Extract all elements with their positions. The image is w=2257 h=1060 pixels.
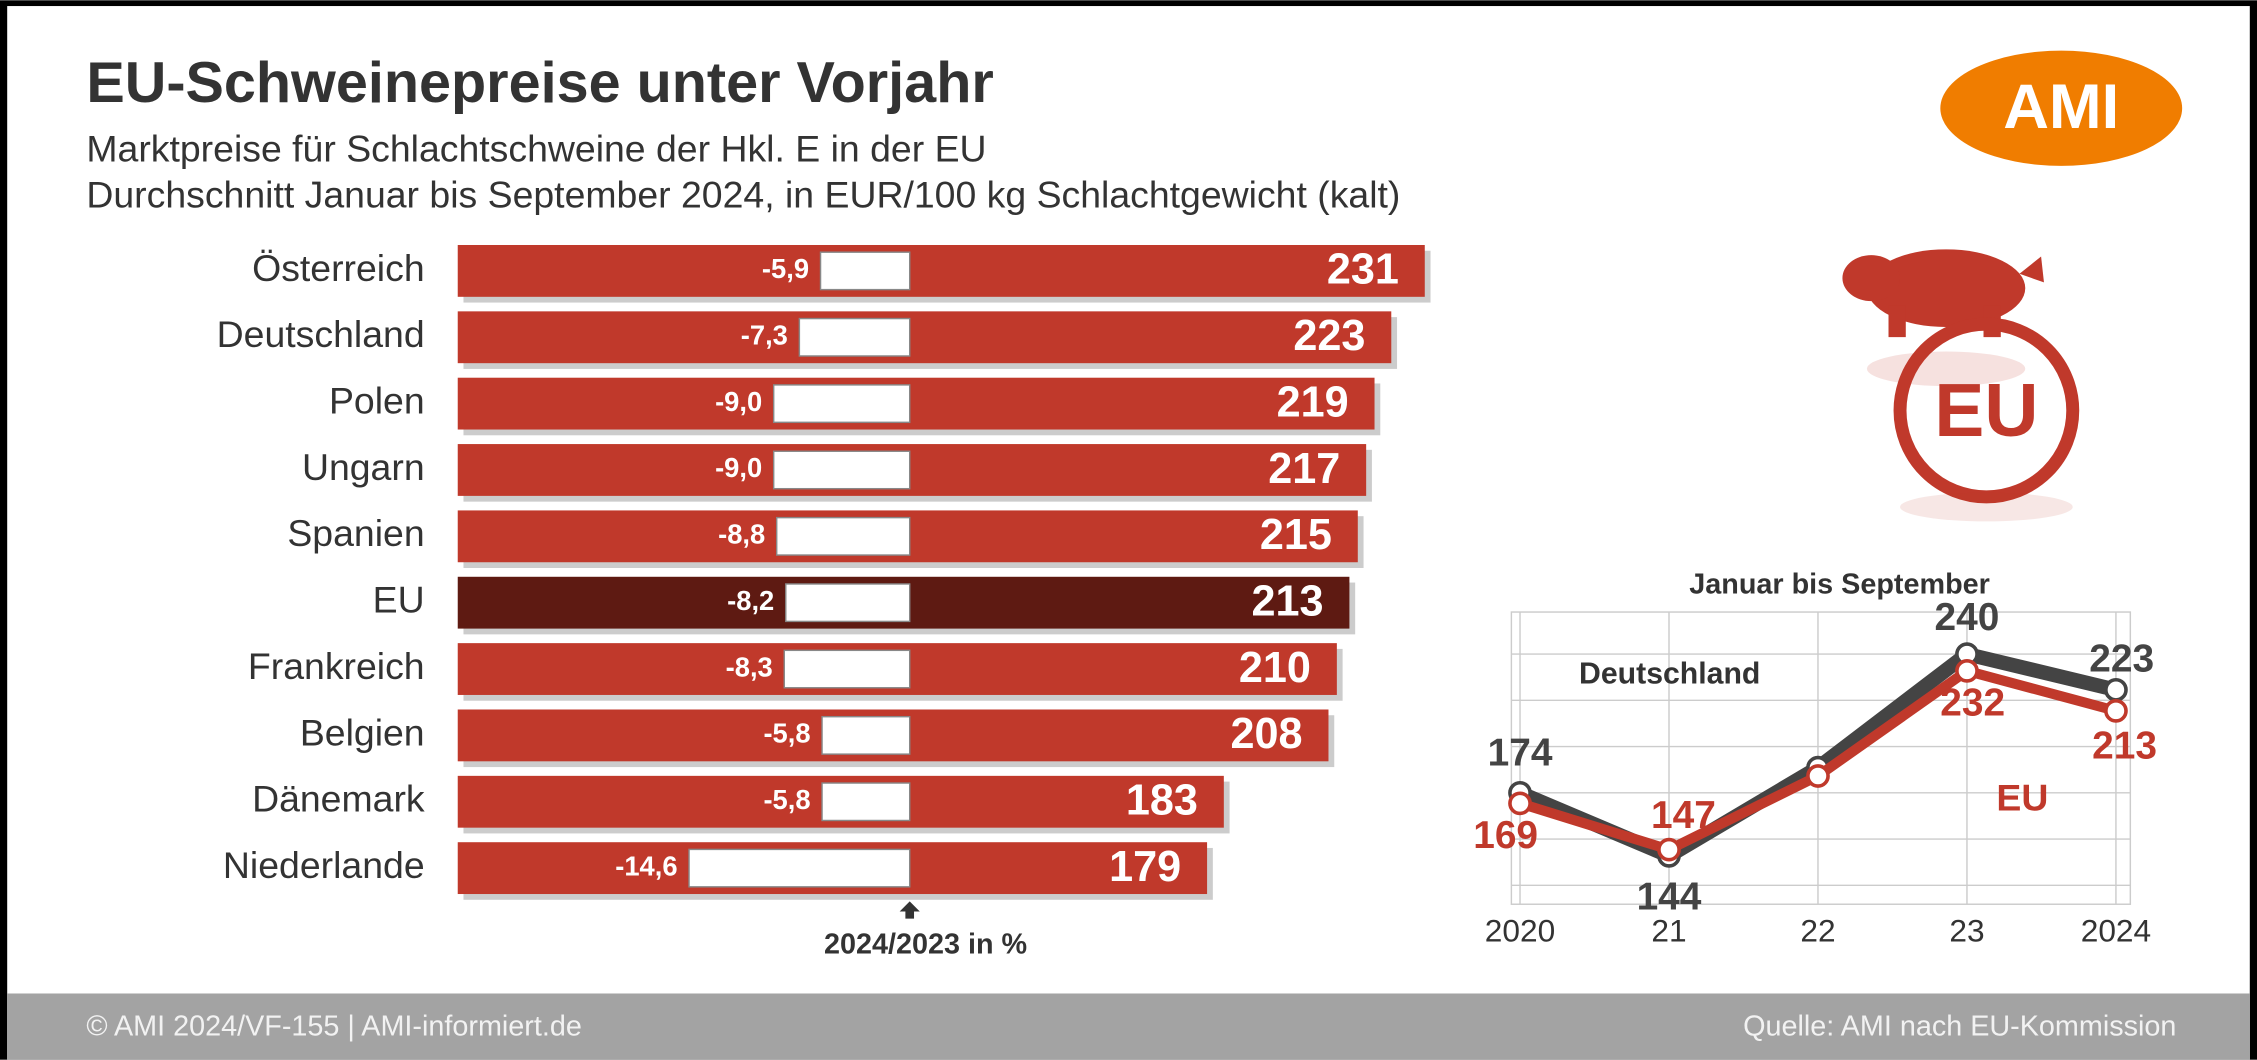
x-tick-label: 23 xyxy=(1949,912,1984,948)
data-label: 144 xyxy=(1637,875,1702,918)
footer-left: © AMI 2024/VF-155 | AMI-informiert.de xyxy=(86,1011,582,1043)
change-label: -7,3 xyxy=(741,319,788,350)
value-label: 231 xyxy=(1327,246,1399,294)
badge: EU xyxy=(1934,368,2038,452)
series-label: Deutschland xyxy=(1579,657,1760,690)
change-label: -8,8 xyxy=(718,519,765,550)
category-label: Dänemark xyxy=(252,778,425,820)
subtitle: Durchschnitt Januar bis September 2024, … xyxy=(86,173,1400,215)
x-tick-label: 2024 xyxy=(2081,912,2151,948)
change-bar xyxy=(777,518,910,555)
value-label: 183 xyxy=(1126,777,1198,825)
change-bar xyxy=(786,584,910,621)
change-bar xyxy=(774,451,910,488)
bar xyxy=(458,444,1366,496)
change-bar xyxy=(689,849,910,886)
point xyxy=(1659,840,1679,860)
footer-right: Quelle: AMI nach EU-Kommission xyxy=(1743,1011,2176,1043)
change-caption: 2024/2023 in % xyxy=(824,929,1027,961)
change-label: -5,8 xyxy=(763,718,810,749)
series-label: EU xyxy=(1996,777,2048,819)
data-label: 147 xyxy=(1651,794,1716,837)
bar xyxy=(458,378,1375,430)
category-label: Belgien xyxy=(300,711,425,753)
point xyxy=(1957,661,1977,681)
x-tick-label: 2020 xyxy=(1485,912,1555,948)
value-label: 219 xyxy=(1277,378,1349,426)
point xyxy=(1808,766,1828,786)
change-label: -9,0 xyxy=(715,386,762,417)
point xyxy=(1510,793,1530,813)
change-label: -5,9 xyxy=(762,253,809,284)
change-label: -8,2 xyxy=(727,585,774,616)
data-label: 232 xyxy=(1940,682,2005,725)
category-label: EU xyxy=(373,579,425,621)
data-label: 240 xyxy=(1935,596,2000,639)
category-label: Deutschland xyxy=(217,313,425,355)
change-bar xyxy=(822,783,910,820)
category-label: Frankreich xyxy=(248,645,425,687)
value-label: 213 xyxy=(1251,578,1323,626)
category-label: Spanien xyxy=(287,512,424,554)
infographic: © AMI 2024/VF-155 | AMI-informiert.de Qu… xyxy=(0,0,2257,1060)
category-label: Ungarn xyxy=(302,446,425,488)
category-label: Niederlande xyxy=(223,844,425,886)
category-label: Österreich xyxy=(252,247,425,289)
data-label: 223 xyxy=(2089,637,2154,680)
value-label: 223 xyxy=(1293,312,1365,360)
value-label: 217 xyxy=(1268,445,1340,493)
data-label: 213 xyxy=(2092,725,2157,768)
category-label: Polen xyxy=(329,380,425,422)
bar xyxy=(458,311,1392,363)
value-label: 179 xyxy=(1109,843,1181,891)
point xyxy=(2106,680,2126,700)
change-bar xyxy=(774,385,910,422)
chart-title: EU-Schweinepreise unter Vorjahr xyxy=(86,51,993,115)
change-label: -5,8 xyxy=(763,784,810,815)
value-label: 208 xyxy=(1231,710,1303,758)
data-label: 169 xyxy=(1473,814,1538,857)
change-bar xyxy=(784,650,909,687)
value-label: 215 xyxy=(1260,511,1332,559)
change-bar xyxy=(799,319,909,356)
change-label: -14,6 xyxy=(615,850,677,881)
page: © AMI 2024/VF-155 | AMI-informiert.de Qu… xyxy=(0,0,2257,1060)
point xyxy=(2106,701,2126,721)
x-tick-label: 22 xyxy=(1800,912,1835,948)
bar xyxy=(458,245,1425,297)
change-label: -8,3 xyxy=(726,651,773,682)
badge-reflection xyxy=(1900,493,2073,522)
change-bar xyxy=(821,252,910,289)
logo: AMI xyxy=(2003,72,2119,142)
subtitle: Marktpreise für Schlachtschweine der Hkl… xyxy=(86,127,986,169)
change-bar xyxy=(822,717,910,754)
value-label: 210 xyxy=(1239,644,1311,692)
change-label: -9,0 xyxy=(715,452,762,483)
data-label: 174 xyxy=(1488,732,1553,775)
